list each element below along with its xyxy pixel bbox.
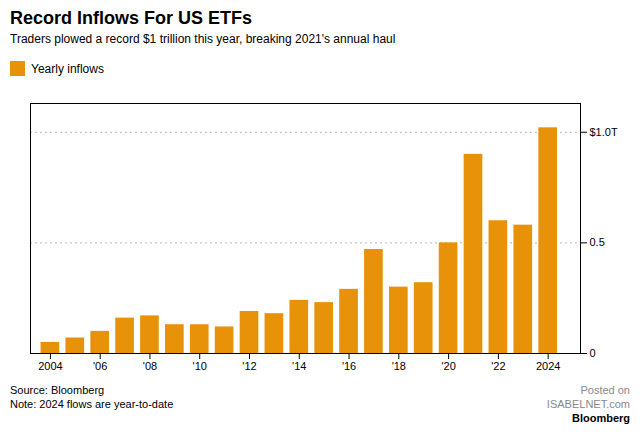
html-text:Bloomberg: Bloomberg (571, 412, 630, 424)
svg-text:'08: '08 (143, 360, 157, 372)
svg-text:'22: '22 (491, 360, 505, 372)
html-text:Yearly inflows: Yearly inflows (31, 61, 104, 76)
svg-text:2024: 2024 (536, 360, 560, 372)
svg-text:0: 0 (590, 347, 596, 359)
svg-text:'20: '20 (441, 360, 455, 372)
svg-text:'10: '10 (193, 360, 207, 372)
svg-text:0.5: 0.5 (590, 236, 605, 248)
html-text:Record Inflows For US ETFs: Record Inflows For US ETFs (10, 8, 252, 28)
html-text:Traders plowed a record $1 tri: Traders plowed a record $1 trillion this… (10, 32, 396, 46)
svg-text:'16: '16 (342, 360, 356, 372)
svg-text:2004: 2004 (38, 360, 62, 372)
html-text:Posted on: Posted on (580, 384, 630, 396)
svg-text:'06: '06 (93, 360, 107, 372)
html-text:Source: Bloomberg: Source: Bloomberg (10, 384, 105, 396)
svg-text:$1.0T: $1.0T (590, 126, 618, 138)
svg-text:'12: '12 (242, 360, 256, 372)
svg-text:'18: '18 (392, 360, 406, 372)
html-text:ISABELNET.com: ISABELNET.com (546, 398, 630, 410)
svg-text:'14: '14 (292, 360, 306, 372)
html-text:Note: 2024 flows are year-to-d: Note: 2024 flows are year-to-date (10, 398, 174, 410)
